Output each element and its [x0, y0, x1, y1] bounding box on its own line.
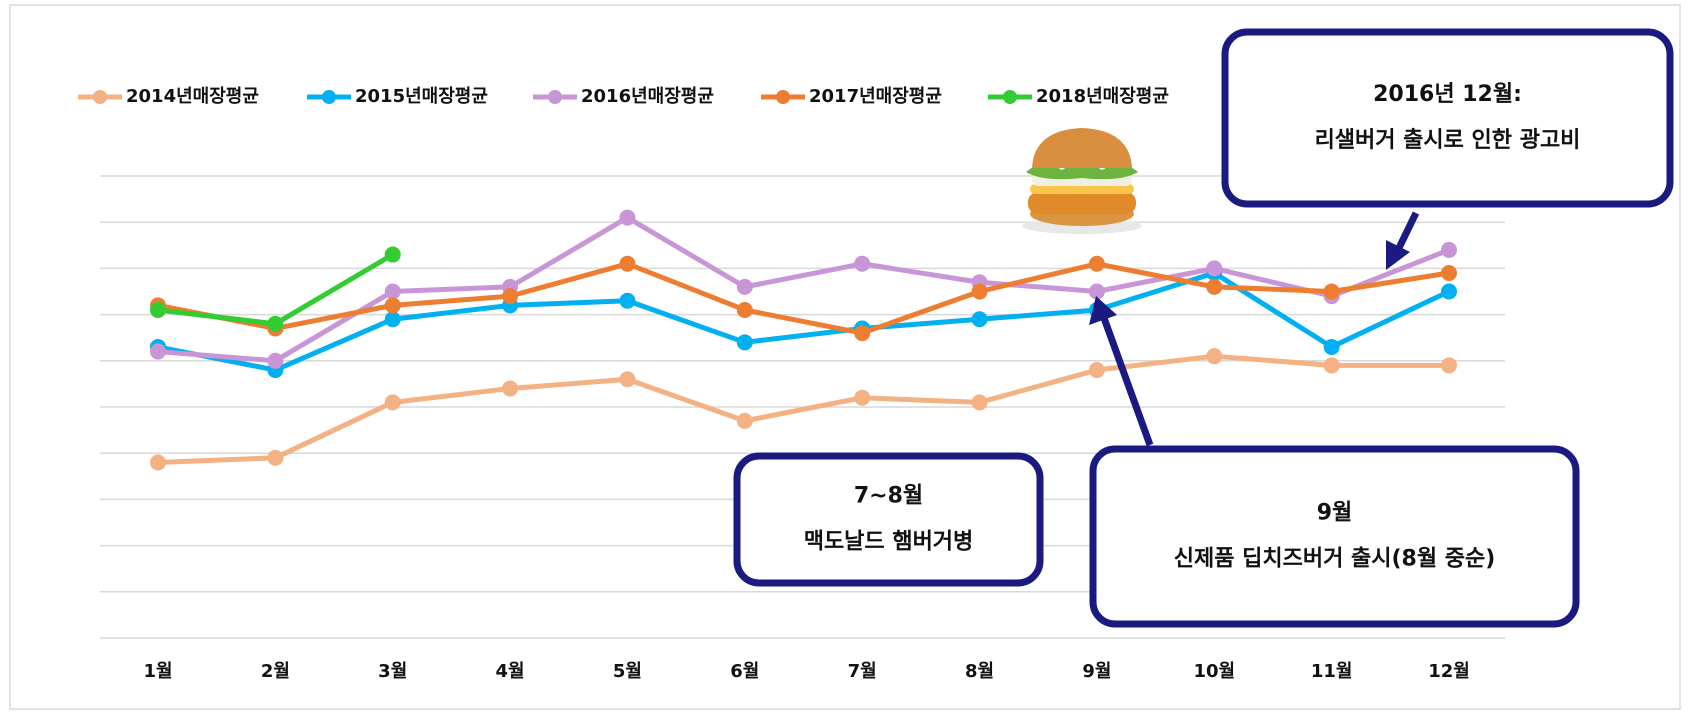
x-tick-label: 10월 — [1193, 661, 1235, 682]
x-tick-label: 7월 — [848, 661, 877, 682]
data-point — [1324, 284, 1340, 300]
annotation-text: 리샐버거 출시로 인한 광고비 — [1315, 128, 1581, 153]
annotation-box — [1093, 449, 1576, 624]
data-point — [619, 256, 635, 272]
x-tick-label: 4월 — [496, 661, 525, 682]
data-point — [385, 297, 401, 313]
data-point — [385, 311, 401, 327]
data-point — [267, 353, 283, 369]
x-tick-label: 8월 — [965, 661, 994, 682]
x-tick-label: 2월 — [261, 661, 290, 682]
data-point — [619, 210, 635, 226]
annotation-text: 2016년 12월: — [1373, 82, 1522, 107]
x-tick-label: 1월 — [143, 661, 172, 682]
chart: 1월 2월 3월 4월 5월 6월 7월 8월 9월 10월 11월 12월 2016년 12월: 리샐… — [0, 0, 1689, 714]
data-point — [737, 334, 753, 350]
data-point — [385, 284, 401, 300]
data-point — [1206, 279, 1222, 295]
legend-swatch-dot — [776, 90, 790, 104]
data-point — [1089, 256, 1105, 272]
data-point — [854, 325, 870, 341]
data-point — [502, 288, 518, 304]
data-point — [854, 256, 870, 272]
data-point — [150, 302, 166, 318]
data-point — [385, 394, 401, 410]
data-point — [502, 381, 518, 397]
data-point — [972, 394, 988, 410]
legend-label: 2017년매장평균 — [809, 86, 942, 107]
data-point — [1324, 357, 1340, 373]
legend-swatch-dot — [548, 90, 562, 104]
data-point — [150, 344, 166, 360]
annotation-text: 신제품 딥치즈버거 출시(8월 중순) — [1174, 547, 1496, 572]
data-point — [1441, 265, 1457, 281]
legend-swatch-dot — [1003, 90, 1017, 104]
annotation-text: 맥도날드 햄버거병 — [804, 530, 974, 555]
data-point — [737, 279, 753, 295]
data-point — [619, 371, 635, 387]
data-point — [854, 390, 870, 406]
data-point — [150, 454, 166, 470]
annotation-text: 9월 — [1317, 501, 1353, 526]
data-point — [385, 247, 401, 263]
data-point — [1206, 260, 1222, 276]
legend-label: 2014년매장평균 — [126, 86, 259, 107]
data-point — [737, 302, 753, 318]
data-point — [1441, 242, 1457, 258]
data-point — [1441, 357, 1457, 373]
legend-label: 2018년매장평균 — [1036, 86, 1169, 107]
data-point — [267, 316, 283, 332]
data-point — [1441, 284, 1457, 300]
annotation-box — [737, 456, 1040, 583]
data-point — [267, 450, 283, 466]
annotation-box — [1225, 32, 1670, 204]
annotation-text: 7~8월 — [854, 484, 923, 509]
x-tick-label: 12월 — [1428, 661, 1470, 682]
x-tick-label: 3월 — [378, 661, 407, 682]
legend-label: 2015년매장평균 — [355, 86, 488, 107]
legend-swatch-dot — [93, 90, 107, 104]
legend-swatch-dot — [322, 90, 336, 104]
data-point — [972, 311, 988, 327]
data-point — [1089, 362, 1105, 378]
x-tick-label: 6월 — [730, 661, 759, 682]
x-tick-label: 5월 — [613, 661, 642, 682]
x-tick-label: 11월 — [1311, 661, 1353, 682]
data-point — [619, 293, 635, 309]
data-point — [1206, 348, 1222, 364]
data-point — [972, 284, 988, 300]
x-tick-label: 9월 — [1082, 661, 1111, 682]
legend-label: 2016년매장평균 — [581, 86, 714, 107]
data-point — [737, 413, 753, 429]
data-point — [1324, 339, 1340, 355]
